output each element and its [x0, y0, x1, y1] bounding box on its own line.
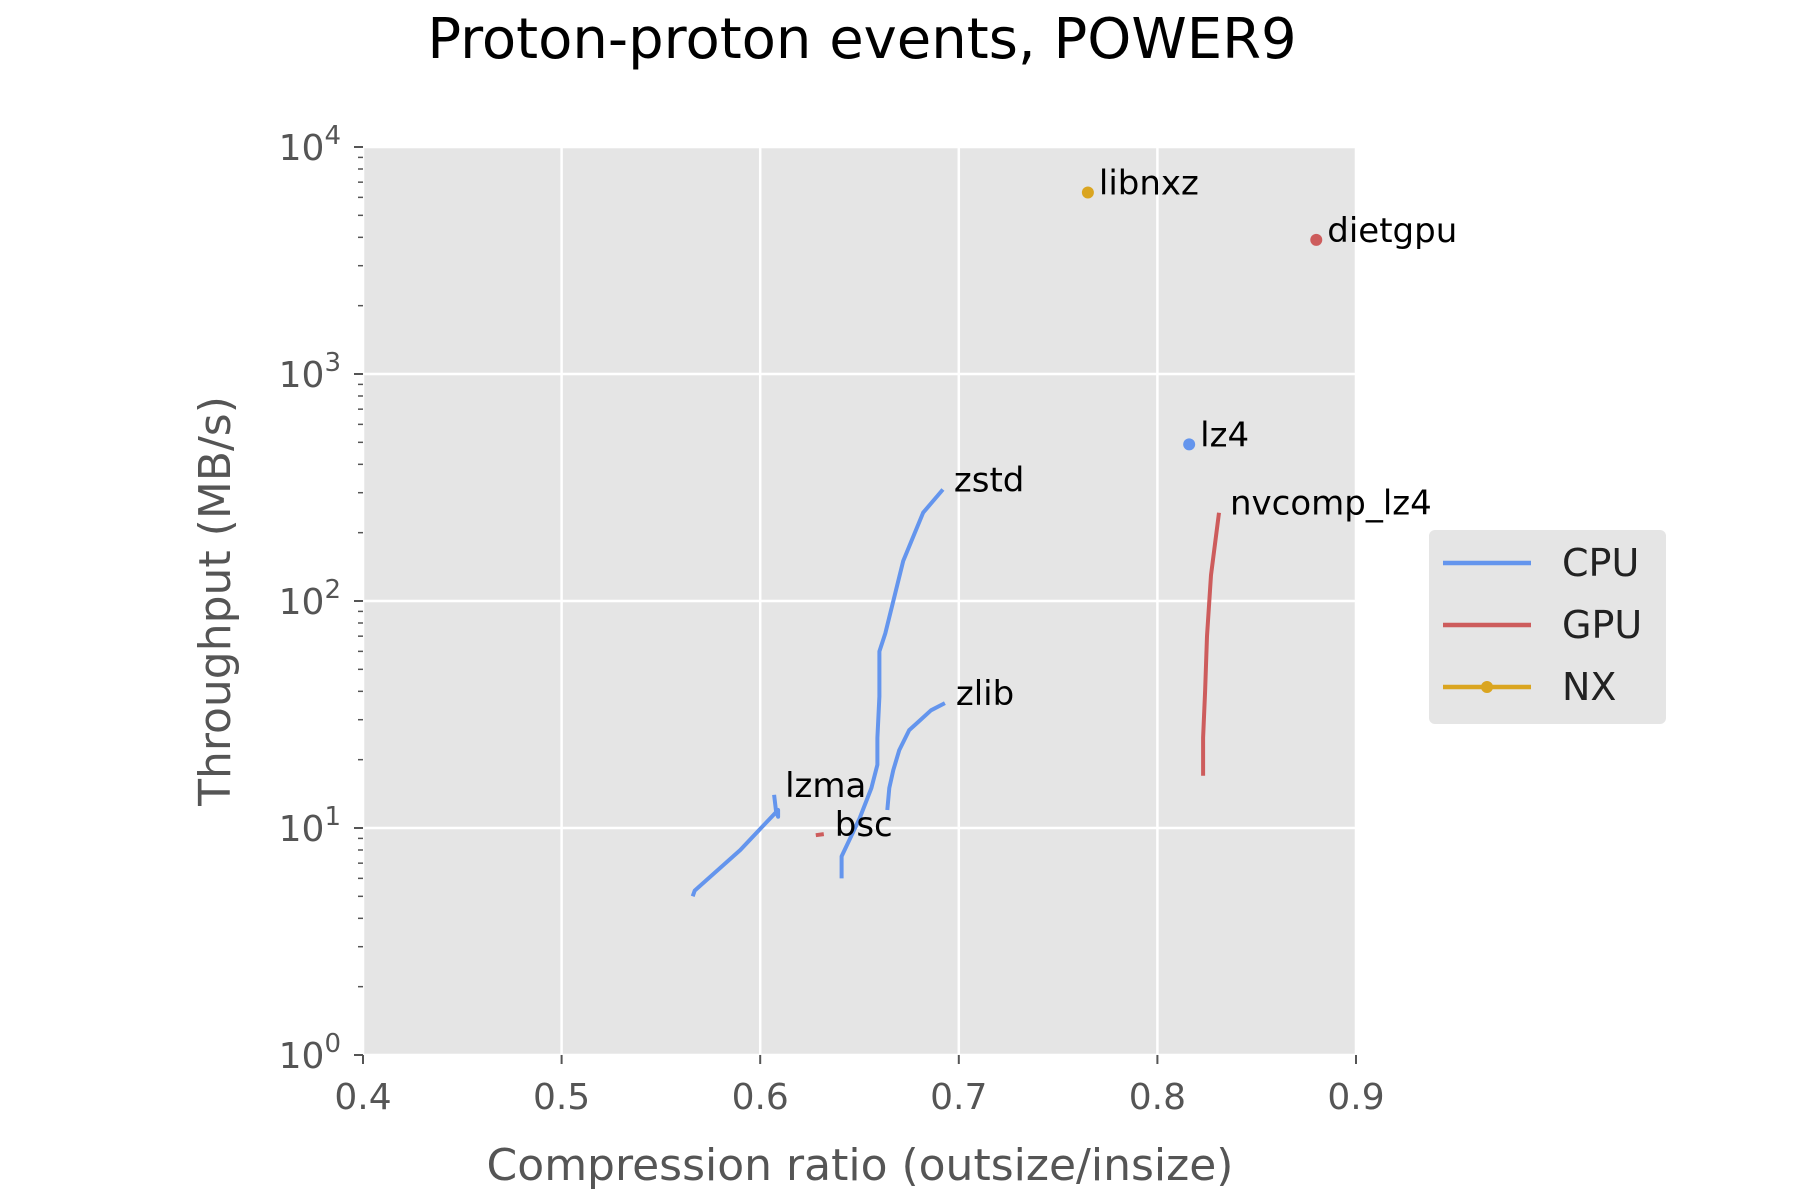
- x-tick-label-3: 0.7: [930, 1077, 987, 1118]
- y-tick-label-1: 101: [279, 802, 341, 850]
- y-tick-label-2: 102: [279, 575, 341, 623]
- annotation-zlib: zlib: [956, 674, 1014, 714]
- series-nvcomp-lz4-line: [1201, 512, 1221, 776]
- legend: CPU GPU NX: [1429, 530, 1666, 724]
- series-zstd-line: [839, 488, 945, 879]
- legend-box: [1429, 530, 1666, 724]
- annotation-lzma: lzma: [785, 766, 866, 806]
- series-dietgpu-point: [1310, 233, 1323, 246]
- series-lz4-point: [1183, 438, 1196, 451]
- series-bsc-line: [815, 832, 825, 838]
- legend-nx-label: NX: [1562, 665, 1616, 709]
- axis-ticks: 0.4 0.5 0.6 0.7 0.8 0.9 100 101 102 103 104: [279, 121, 1385, 1118]
- legend-gpu-label: GPU: [1562, 603, 1642, 647]
- annotation-libnxz: libnxz: [1099, 164, 1199, 204]
- legend-nx-marker: [1481, 681, 1493, 693]
- y-tick-label-4: 104: [279, 121, 341, 169]
- y-tick-label-0: 100: [279, 1029, 341, 1077]
- x-tick-label-2: 0.6: [732, 1077, 789, 1118]
- annotation-lz4: lz4: [1200, 415, 1249, 455]
- annotation-zstd: zstd: [954, 460, 1024, 500]
- annotation-bsc: bsc: [835, 805, 893, 845]
- grid: [361, 145, 1358, 1057]
- y-axis-label: Throughput (MB/s): [190, 396, 241, 807]
- series-libnxz-point: [1081, 186, 1094, 199]
- x-tick-label-4: 0.8: [1129, 1077, 1186, 1118]
- x-tick-label-5: 0.9: [1327, 1077, 1384, 1118]
- x-tick-label-1: 0.5: [533, 1077, 590, 1118]
- x-axis-label: Compression ratio (outsize/insize): [487, 1140, 1234, 1191]
- chart-title: Proton-proton events, POWER9: [427, 7, 1296, 72]
- annotation-dietgpu: dietgpu: [1327, 211, 1457, 251]
- x-tick-label-0: 0.4: [334, 1077, 391, 1118]
- y-tick-label-3: 103: [279, 348, 341, 396]
- series-lzma-line: [690, 794, 781, 897]
- annotation-nvcomp-lz4: nvcomp_lz4: [1230, 484, 1432, 524]
- series-zlib-line: [885, 701, 946, 811]
- legend-cpu-label: CPU: [1562, 541, 1639, 585]
